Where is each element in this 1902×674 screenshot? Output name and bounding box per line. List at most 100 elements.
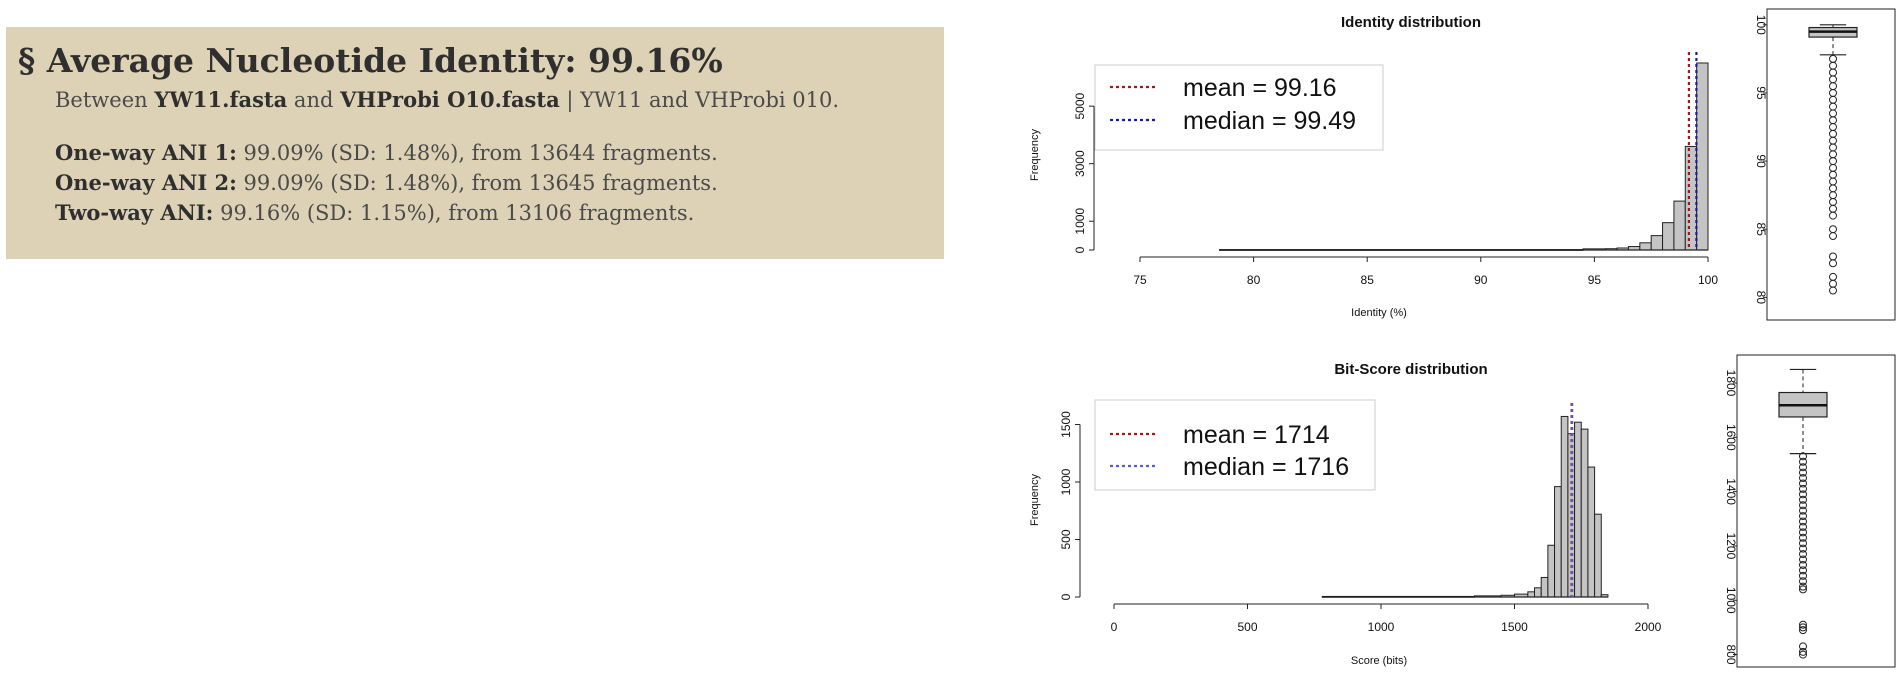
boxplot-outlier: [1799, 650, 1807, 659]
stat-row-ani1: One-way ANI 1: 99.09% (SD: 1.48%), from …: [55, 138, 944, 168]
boxplot-outlier: [1799, 506, 1807, 515]
boxplot-y-tick-label: 100: [1754, 15, 1768, 35]
y-tick-label: 1000: [1073, 208, 1087, 235]
boxplot-outlier: [1799, 457, 1807, 466]
histogram-bar: [1574, 421, 1582, 598]
boxplot-outlier: [1799, 550, 1807, 559]
histogram-bar: [1650, 235, 1664, 251]
histogram-bar: [1540, 576, 1549, 598]
histogram-bar: [1587, 466, 1596, 598]
boxplot-outlier: [1799, 452, 1807, 461]
boxplot-y-tick-label: 1000: [1724, 587, 1738, 614]
boxplot-outlier: [1799, 647, 1807, 656]
stat-value: 99.16% (SD: 1.15%), from 13106 fragments…: [220, 201, 695, 226]
y-tick-label: 1500: [1059, 411, 1073, 438]
stat-label: Two-way ANI:: [55, 200, 214, 226]
ani-title: § Average Nucleotide Identity: 99.16%: [18, 41, 944, 80]
boxplot-y-tick-label: 90: [1754, 154, 1768, 168]
x-tick-label: 85: [1361, 273, 1375, 287]
legend-mean-label: mean = 99.16: [1183, 74, 1337, 102]
y-tick-label: 500: [1059, 529, 1073, 549]
histogram-bar: [1684, 145, 1698, 251]
boxplot-y-tick-label: 800: [1724, 645, 1738, 665]
boxplot-outlier: [1799, 623, 1807, 632]
legend-mean-label: mean = 1714: [1183, 421, 1330, 449]
x-tick-label: 100: [1698, 273, 1718, 287]
boxplot-outlier: [1799, 571, 1807, 580]
stat-row-ani2: One-way ANI 2: 99.09% (SD: 1.48%), from …: [55, 168, 944, 198]
boxplot-y-tick-label: 1200: [1724, 533, 1738, 560]
boxplot-outlier: [1799, 544, 1807, 553]
boxplot-y-tick-label: 1400: [1724, 478, 1738, 505]
chart-title: Bit-Score distribution: [1334, 361, 1487, 378]
between-label: Between: [55, 88, 148, 113]
histogram-bar: [1673, 200, 1686, 251]
boxplot-outlier: [1799, 533, 1807, 542]
chart-title: Identity distribution: [1341, 14, 1481, 31]
and-label: and: [293, 88, 334, 113]
boxplot-outlier: [1799, 560, 1807, 569]
legend-median-label: median = 1716: [1183, 453, 1349, 481]
x-tick-label: 90: [1474, 273, 1488, 287]
y-tick-label: 3000: [1073, 150, 1087, 177]
stat-label: One-way ANI 1:: [55, 139, 237, 165]
section-mark: §: [18, 41, 36, 80]
legend-box: [1094, 64, 1384, 151]
histogram-bar: [1547, 544, 1556, 598]
histogram-bar: [1534, 587, 1542, 598]
histogram-bar: [1554, 486, 1562, 598]
boxplot-outlier: [1799, 577, 1807, 586]
boxplot-outlier: [1799, 626, 1807, 635]
histogram-bar: [1560, 415, 1569, 598]
histogram-bar: [1527, 591, 1536, 598]
boxplot-outlier: [1799, 468, 1807, 477]
boxplot-y-tick-label: 1600: [1724, 424, 1738, 451]
boxplot-outlier: [1799, 512, 1807, 521]
file2-name: VHProbi O10.fasta: [340, 87, 560, 113]
x-tick-label: 75: [1133, 273, 1147, 287]
y-tick-label: 0: [1059, 593, 1073, 600]
x-tick-label: 500: [1237, 620, 1257, 634]
genome-names: YW11 and VHProbi 010.: [580, 88, 840, 113]
x-tick-label: 1000: [1368, 620, 1395, 634]
stat-row-two-way: Two-way ANI: 99.16% (SD: 1.15%), from 13…: [55, 198, 944, 228]
boxplot-outlier: [1829, 286, 1837, 295]
ani-subtitle: Between YW11.fasta and VHProbi O10.fasta…: [55, 85, 944, 115]
y-tick-label: 0: [1073, 246, 1087, 253]
boxplot-y-tick-label: 1800: [1724, 370, 1738, 397]
histogram-bar: [1696, 62, 1709, 251]
boxplot-outlier: [1799, 495, 1807, 504]
ani-title-text: Average Nucleotide Identity: 99.16%: [46, 41, 723, 80]
boxplot-outlier: [1799, 566, 1807, 575]
y-tick-label: 5000: [1073, 92, 1087, 119]
x-tick-label: 80: [1247, 273, 1261, 287]
stat-value: 99.09% (SD: 1.48%), from 13644 fragments…: [243, 140, 718, 165]
x-tick-label: 0: [1111, 620, 1118, 634]
stat-value: 99.09% (SD: 1.48%), from 13645 fragments…: [243, 171, 718, 196]
boxplot-y-tick-label: 80: [1754, 291, 1768, 305]
file1-name: YW11.fasta: [154, 87, 288, 113]
separator: |: [566, 88, 574, 113]
histogram-bar: [1594, 513, 1602, 598]
boxplot-outlier: [1799, 484, 1807, 493]
x-axis-label: Score (bits): [1351, 655, 1407, 667]
legend-median-label: median = 99.49: [1183, 107, 1356, 135]
ani-summary-panel: § Average Nucleotide Identity: 99.16% Be…: [6, 27, 944, 259]
boxplot-outlier: [1799, 490, 1807, 499]
boxplot-outlier: [1799, 479, 1807, 488]
x-tick-label: 95: [1588, 273, 1602, 287]
boxplot-y-tick-label: 85: [1754, 223, 1768, 237]
legend: mean = 99.16 median = 99.49: [1094, 64, 1384, 151]
histogram-bar: [1639, 242, 1652, 251]
boxplot-outlier: [1799, 463, 1807, 472]
x-axis-label: Identity (%): [1351, 307, 1407, 319]
boxplot-outlier: [1799, 582, 1807, 591]
boxplot-outlier: [1799, 539, 1807, 548]
histogram-bar: [1662, 222, 1675, 251]
histogram-bar: [1580, 428, 1589, 598]
x-tick-label: 2000: [1635, 620, 1662, 634]
legend: mean = 1714 median = 1716: [1094, 399, 1376, 491]
boxplot-outlier: [1829, 259, 1837, 268]
boxplot-outlier: [1829, 232, 1837, 241]
